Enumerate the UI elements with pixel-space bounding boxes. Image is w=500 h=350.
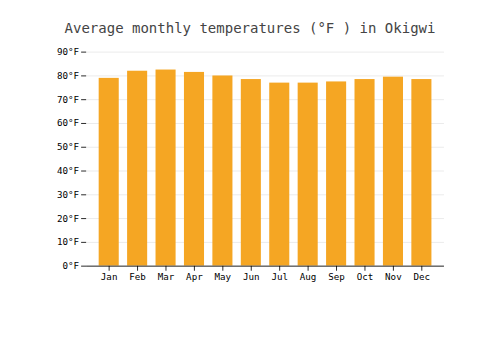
html-text:Average monthly temperatures (: Average monthly temperatures (°F ) in Ok… (64, 20, 436, 36)
svg-text:Feb: Feb (129, 271, 146, 282)
svg-text:Mar: Mar (158, 271, 175, 282)
svg-text:60°F: 60°F (57, 117, 79, 128)
svg-text:90°F: 90°F (57, 46, 79, 57)
svg-text:50°F: 50°F (57, 141, 79, 152)
svg-text:Oct: Oct (357, 271, 374, 282)
svg-text:Apr: Apr (186, 271, 203, 282)
svg-text:20°F: 20°F (57, 213, 79, 224)
svg-text:Aug: Aug (300, 271, 317, 282)
svg-text:80°F: 80°F (57, 70, 79, 81)
svg-text:May: May (215, 271, 232, 282)
svg-text:70°F: 70°F (57, 94, 79, 105)
svg-text:Sep: Sep (328, 271, 345, 282)
svg-text:40°F: 40°F (57, 165, 79, 176)
svg-text:30°F: 30°F (57, 189, 79, 200)
svg-text:Jan: Jan (101, 271, 118, 282)
svg-text:Jun: Jun (243, 271, 260, 282)
svg-text:Nov: Nov (385, 271, 402, 282)
svg-text:0°F: 0°F (62, 260, 79, 271)
svg-text:Jul: Jul (271, 271, 288, 282)
svg-text:10°F: 10°F (57, 236, 79, 247)
svg-text:Dec: Dec (414, 271, 431, 282)
